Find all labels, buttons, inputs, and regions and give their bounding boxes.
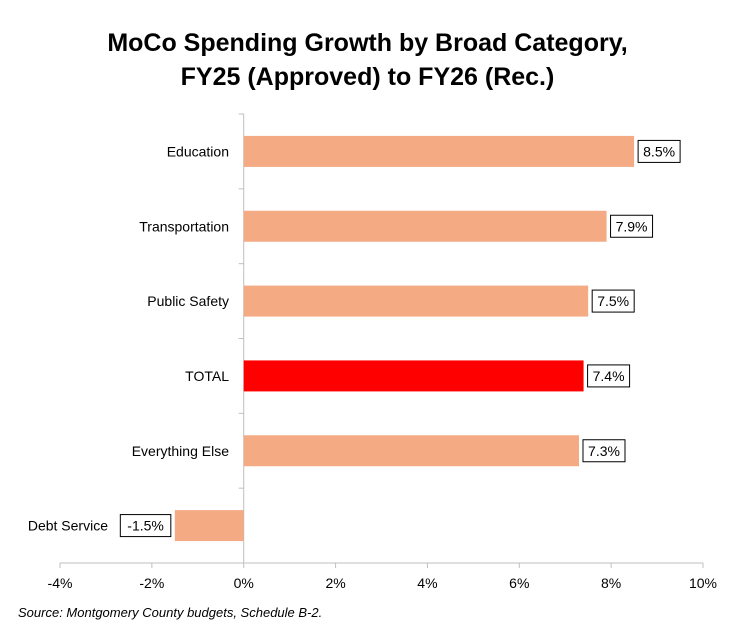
chart-title-line-1: MoCo Spending Growth by Broad Category,	[107, 29, 628, 57]
data-label-box	[119, 514, 172, 538]
category-label: Debt Service	[28, 518, 108, 534]
source-note: Source: Montgomery County budgets, Sched…	[18, 605, 323, 620]
bar	[243, 210, 607, 242]
category-label: Transportation	[139, 218, 229, 234]
bar	[243, 285, 589, 317]
data-label-box	[587, 364, 631, 388]
data-label: 7.3%	[588, 443, 620, 459]
x-tick-label: 0%	[234, 575, 254, 591]
x-tick-label: 6%	[509, 575, 529, 591]
bar	[174, 510, 244, 542]
x-tick-label: -2%	[139, 575, 164, 591]
data-label: 8.5%	[643, 143, 675, 159]
data-label: -1.5%	[127, 518, 164, 534]
x-tick-label: -4%	[48, 575, 73, 591]
category-label: Education	[167, 143, 229, 159]
data-label-box	[637, 139, 681, 163]
data-label-box	[610, 214, 654, 238]
data-label-box	[591, 289, 635, 313]
x-tick-label: 4%	[417, 575, 437, 591]
data-label-box	[582, 439, 626, 463]
bar	[243, 435, 579, 467]
category-label: Public Safety	[147, 293, 229, 309]
bar	[243, 135, 635, 167]
x-tick-label: 8%	[601, 575, 621, 591]
x-tick-label: 2%	[325, 575, 345, 591]
data-label: 7.5%	[597, 293, 629, 309]
x-tick-label: 10%	[689, 575, 717, 591]
data-label: 7.9%	[616, 218, 648, 234]
bar	[243, 360, 584, 392]
category-label: TOTAL	[185, 368, 229, 384]
category-label: Everything Else	[132, 443, 229, 459]
data-label: 7.4%	[593, 368, 625, 384]
chart-title: MoCo Spending Growth by Broad Category, …	[0, 26, 735, 94]
chart-title-line-2: FY25 (Approved) to FY26 (Rec.)	[180, 63, 555, 91]
